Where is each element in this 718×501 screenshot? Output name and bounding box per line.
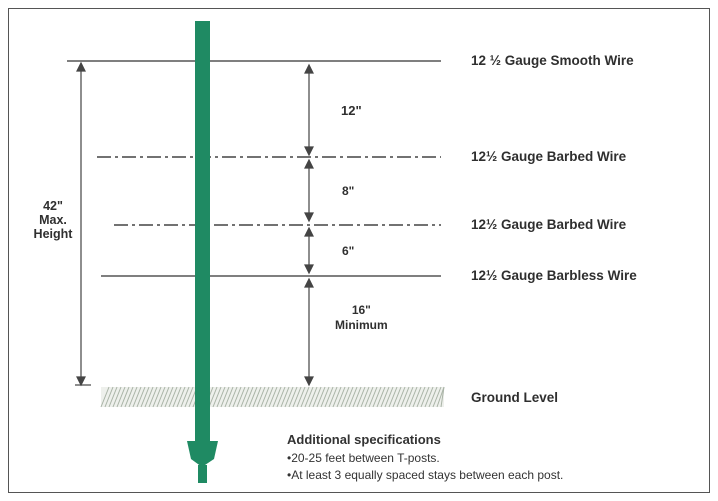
- wire-label-barbless: 12½ Gauge Barbless Wire: [471, 268, 637, 283]
- ground-level-hatch: [100, 386, 445, 408]
- spacing-arrow-12: [304, 63, 314, 157]
- ground-level-label: Ground Level: [471, 390, 559, 405]
- spacing-arrow-6: [304, 226, 314, 275]
- additional-specifications: Additional specifications •20-25 feet be…: [287, 432, 563, 484]
- max-height-word-height: Height: [33, 227, 73, 241]
- specs-item-2: •At least 3 equally spaced stays between…: [287, 468, 564, 482]
- max-height-label: 42" Max. Height: [23, 199, 83, 241]
- spacing-value-16: 16": [351, 303, 371, 317]
- wire-label-barbed-2: 12½ Gauge Barbed Wire: [471, 217, 627, 232]
- spacing-label-6: 6": [342, 244, 355, 258]
- specs-title: Additional specifications: [287, 432, 441, 447]
- fence-drawing: [67, 21, 445, 483]
- spacing-arrow-8: [304, 158, 314, 223]
- spacing-minimum-note: Minimum: [335, 318, 388, 332]
- t-post: [187, 21, 218, 483]
- spacing-label-16: 16" Minimum: [335, 303, 388, 333]
- spacing-arrow-16: [304, 277, 314, 387]
- wire-label-smooth: 12 ½ Gauge Smooth Wire: [471, 53, 634, 68]
- wire-label-barbed-1: 12½ Gauge Barbed Wire: [471, 149, 627, 164]
- specs-item-1: •20-25 feet between T-posts.: [287, 451, 440, 465]
- max-height-word-max: Max.: [39, 213, 67, 227]
- max-height-arrow: [75, 61, 91, 387]
- spacing-label-8: 8": [342, 184, 355, 198]
- spacing-label-12: 12": [341, 103, 362, 118]
- fence-diagram: 12 ½ Gauge Smooth Wire 12½ Gauge Barbed …: [8, 8, 710, 493]
- max-height-value: 42": [43, 199, 63, 213]
